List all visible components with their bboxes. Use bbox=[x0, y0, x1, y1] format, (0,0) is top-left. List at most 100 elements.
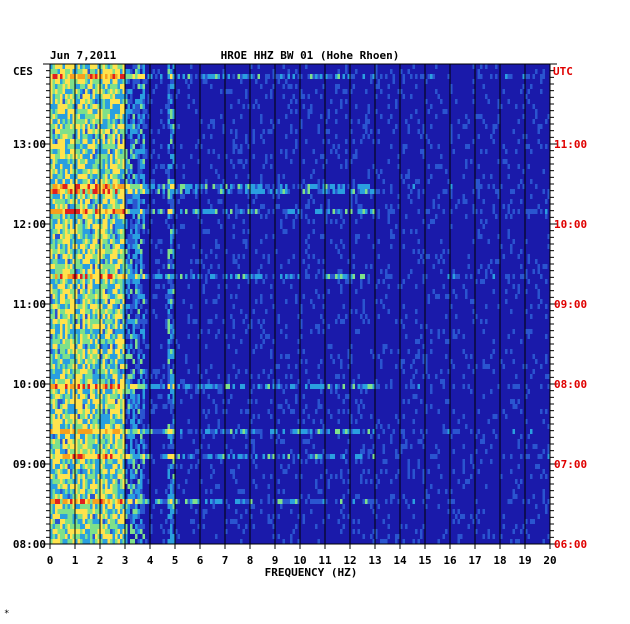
heatmap-cell bbox=[107, 69, 110, 74]
heatmap-cell bbox=[122, 249, 125, 254]
heatmap-cell bbox=[57, 269, 60, 274]
heatmap-cell bbox=[115, 224, 118, 229]
heatmap-cell bbox=[327, 184, 330, 189]
heatmap-cell bbox=[410, 229, 413, 234]
heatmap-cell bbox=[422, 444, 425, 449]
heatmap-cell bbox=[432, 219, 435, 224]
heatmap-cell bbox=[115, 379, 118, 384]
heatmap-cell bbox=[250, 64, 253, 69]
heatmap-cell bbox=[87, 154, 90, 159]
heatmap-cell bbox=[337, 274, 340, 279]
heatmap-cell bbox=[122, 309, 125, 314]
heatmap-cell bbox=[167, 324, 170, 329]
heatmap-cell bbox=[82, 379, 85, 384]
heatmap-cell bbox=[520, 249, 523, 254]
heatmap-cell bbox=[182, 224, 185, 229]
heatmap-cell bbox=[305, 439, 308, 444]
heatmap-cell bbox=[162, 194, 165, 199]
heatmap-cell bbox=[407, 349, 410, 354]
heatmap-cell bbox=[55, 269, 58, 274]
heatmap-cell bbox=[70, 439, 73, 444]
heatmap-cell bbox=[315, 289, 318, 294]
heatmap-cell bbox=[65, 189, 68, 194]
heatmap-cell bbox=[97, 324, 100, 329]
heatmap-cell bbox=[115, 299, 118, 304]
heatmap-cell bbox=[50, 374, 53, 379]
heatmap-cell bbox=[205, 74, 208, 79]
heatmap-cell bbox=[415, 339, 418, 344]
heatmap-cell bbox=[60, 434, 63, 439]
heatmap-cell bbox=[132, 109, 135, 114]
heatmap-cell bbox=[95, 289, 98, 294]
heatmap-cell bbox=[80, 259, 83, 264]
heatmap-cell bbox=[122, 314, 125, 319]
heatmap-cell bbox=[60, 429, 63, 434]
heatmap-cell bbox=[87, 139, 90, 144]
heatmap-cell bbox=[95, 389, 98, 394]
heatmap-cell bbox=[50, 274, 53, 279]
heatmap-cell bbox=[387, 84, 390, 89]
heatmap-cell bbox=[117, 424, 120, 429]
heatmap-cell bbox=[115, 384, 118, 389]
heatmap-cell bbox=[135, 274, 138, 279]
heatmap-cell bbox=[140, 294, 143, 299]
heatmap-cell bbox=[412, 429, 415, 434]
heatmap-cell bbox=[72, 344, 75, 349]
heatmap-cell bbox=[387, 94, 390, 99]
heatmap-cell bbox=[210, 274, 213, 279]
heatmap-cell bbox=[325, 189, 328, 194]
heatmap-cell bbox=[232, 334, 235, 339]
heatmap-cell bbox=[107, 449, 110, 454]
heatmap-cell bbox=[320, 189, 323, 194]
heatmap-cell bbox=[202, 389, 205, 394]
heatmap-cell bbox=[85, 239, 88, 244]
heatmap-cell bbox=[57, 324, 60, 329]
heatmap-cell bbox=[190, 154, 193, 159]
heatmap-cell bbox=[485, 364, 488, 369]
heatmap-cell bbox=[115, 234, 118, 239]
heatmap-cell bbox=[90, 119, 93, 124]
heatmap-cell bbox=[137, 299, 140, 304]
heatmap-cell bbox=[72, 424, 75, 429]
heatmap-cell bbox=[390, 379, 393, 384]
heatmap-cell bbox=[407, 69, 410, 74]
heatmap-cell bbox=[490, 389, 493, 394]
heatmap-cell bbox=[345, 99, 348, 104]
heatmap-cell bbox=[100, 314, 103, 319]
heatmap-cell bbox=[170, 184, 173, 189]
heatmap-cell bbox=[102, 134, 105, 139]
heatmap-cell bbox=[512, 329, 515, 334]
heatmap-cell bbox=[132, 129, 135, 134]
heatmap-cell bbox=[122, 339, 125, 344]
heatmap-cell bbox=[325, 74, 328, 79]
heatmap-cell bbox=[417, 384, 420, 389]
heatmap-cell bbox=[95, 219, 98, 224]
heatmap-cell bbox=[92, 124, 95, 129]
heatmap-cell bbox=[105, 79, 108, 84]
heatmap-cell bbox=[510, 349, 513, 354]
heatmap-cell bbox=[122, 109, 125, 114]
heatmap-cell bbox=[112, 404, 115, 409]
heatmap-cell bbox=[135, 74, 138, 79]
heatmap-cell bbox=[115, 149, 118, 154]
heatmap-cell bbox=[302, 94, 305, 99]
heatmap-cell bbox=[95, 99, 98, 104]
heatmap-cell bbox=[52, 314, 55, 319]
heatmap-cell bbox=[352, 189, 355, 194]
heatmap-cell bbox=[355, 219, 358, 224]
heatmap-cell bbox=[67, 439, 70, 444]
heatmap-cell bbox=[447, 369, 450, 374]
heatmap-cell bbox=[152, 309, 155, 314]
heatmap-cell bbox=[97, 429, 100, 434]
heatmap-cell bbox=[50, 284, 53, 289]
heatmap-cell bbox=[80, 209, 83, 214]
heatmap-cell bbox=[117, 394, 120, 399]
heatmap-cell bbox=[62, 134, 65, 139]
heatmap-cell bbox=[355, 239, 358, 244]
heatmap-cell bbox=[355, 234, 358, 239]
heatmap-cell bbox=[77, 429, 80, 434]
heatmap-cell bbox=[117, 449, 120, 454]
heatmap-cell bbox=[522, 84, 525, 89]
heatmap-cell bbox=[525, 454, 528, 459]
heatmap-cell bbox=[107, 454, 110, 459]
